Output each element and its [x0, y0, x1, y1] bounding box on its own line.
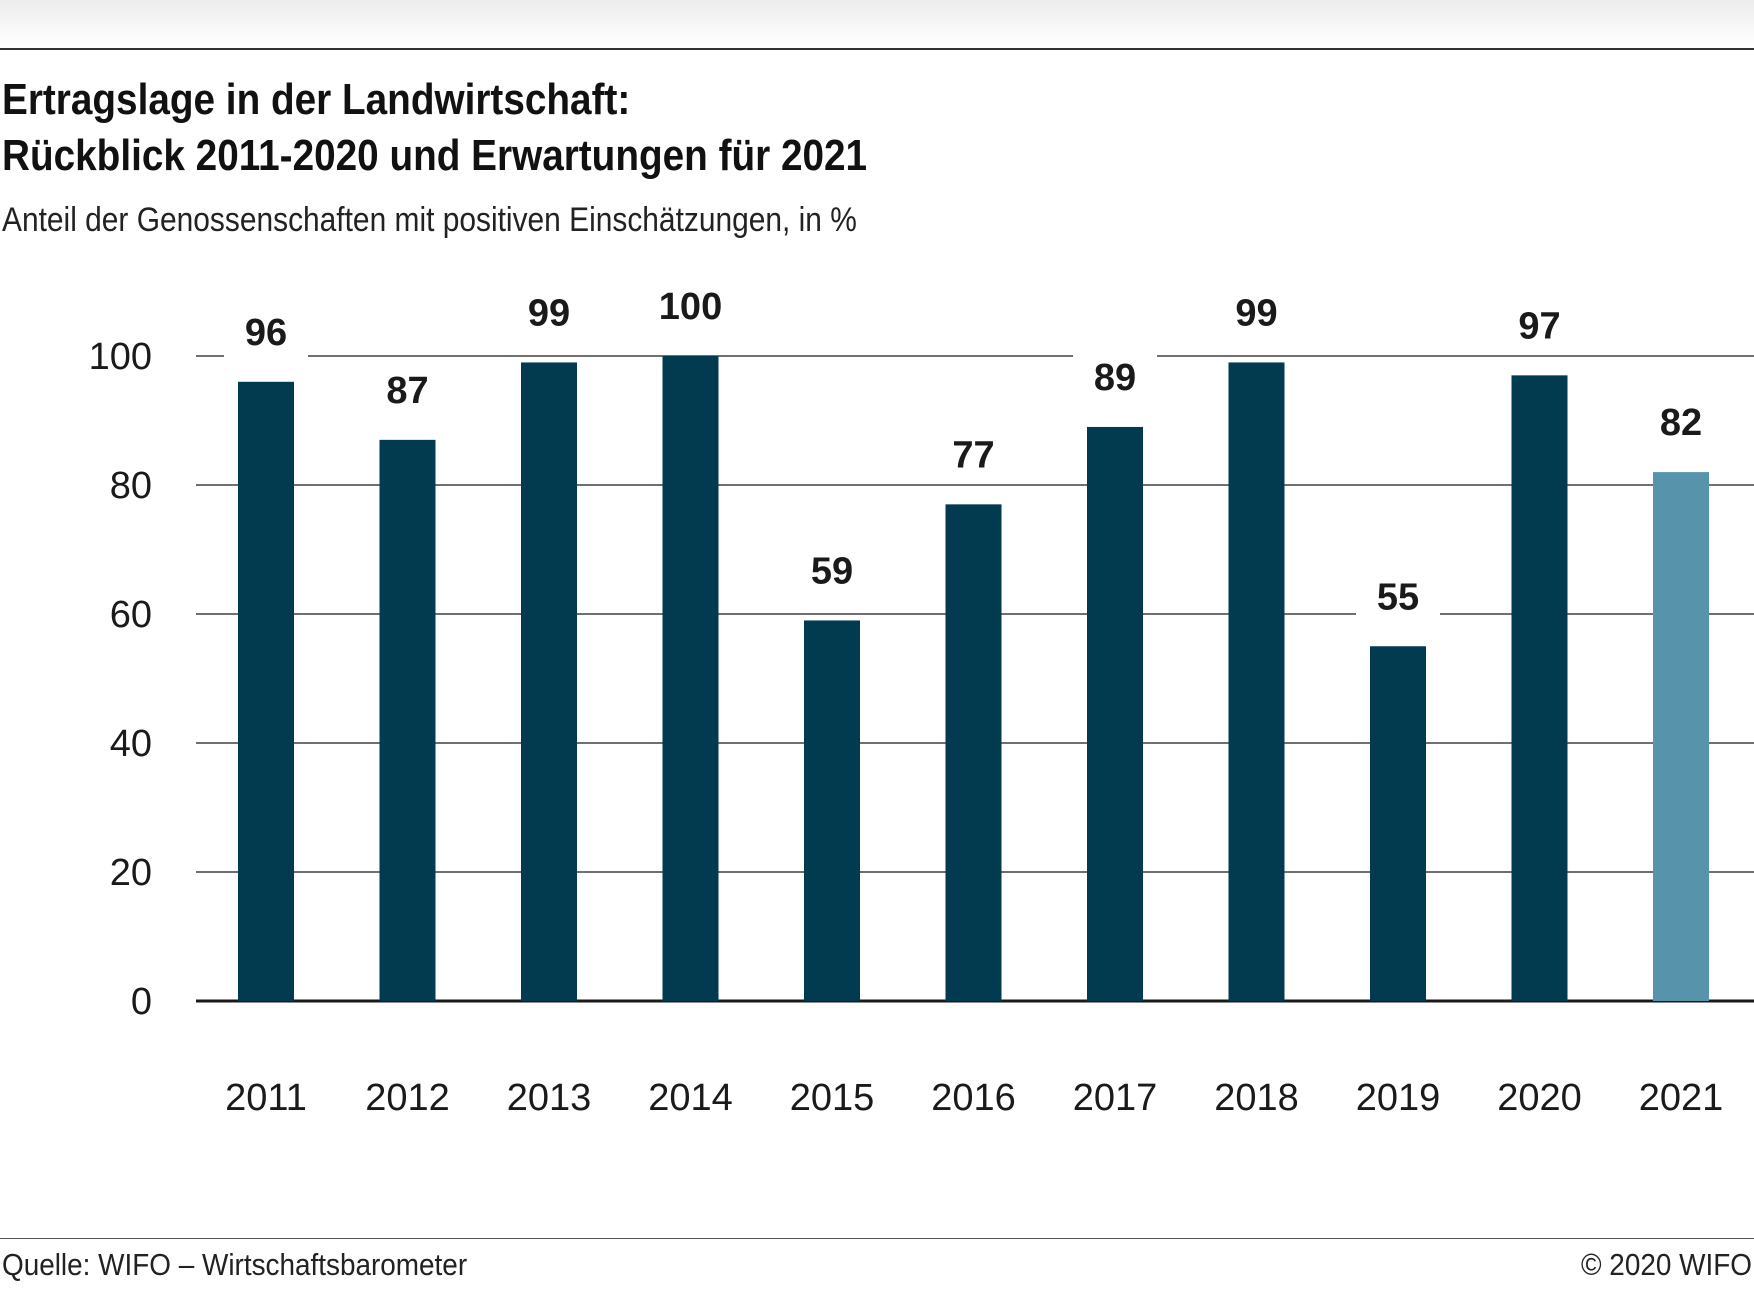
x-tick-label-2014: 2014 [648, 1077, 733, 1119]
bar-2020 [1511, 375, 1568, 1002]
bar-2018 [1228, 362, 1285, 1001]
top-rule [0, 48, 1754, 50]
x-tick-label-2015: 2015 [790, 1077, 875, 1119]
bar-2019 [1370, 646, 1426, 1001]
data-label-2020: 97 [1518, 305, 1560, 347]
y-tick-label: 0 [131, 981, 152, 1023]
x-tick-label-2012: 2012 [365, 1077, 450, 1119]
y-tick-label: 40 [110, 723, 152, 765]
bar-2015 [804, 620, 860, 1001]
x-axis-ticks: 2011 2012 2013 2014 2015 2016 2017 2018 2019 2020… [225, 1077, 1723, 1119]
x-tick-label-2019: 2019 [1356, 1077, 1441, 1119]
data-label-backing [224, 302, 308, 359]
x-tick-label-2018: 2018 [1214, 1077, 1299, 1119]
bar-2014 [662, 356, 719, 1001]
data-label-backing [637, 277, 744, 333]
x-tick-label-2017: 2017 [1073, 1077, 1158, 1119]
data-label-2013: 99 [528, 292, 570, 334]
x-tick-label-2016: 2016 [931, 1077, 1016, 1119]
y-tick-label: 100 [89, 336, 152, 378]
y-tick-label: 80 [110, 465, 152, 507]
bar-2021 [1653, 472, 1709, 1002]
bar-2017 [1087, 426, 1143, 1001]
chart-title-line1: Ertragslage in der Landwirtschaft: [2, 75, 631, 124]
source-note: Quelle: WIFO – Wirtschaftsbarometer [2, 1247, 468, 1282]
bar-2016 [945, 504, 1002, 1001]
data-label-backing [1639, 393, 1723, 450]
data-label-2014: 100 [659, 286, 722, 328]
y-tick-label: 20 [110, 852, 152, 894]
data-label-2018: 99 [1235, 292, 1277, 334]
bottom-rule [0, 1238, 1754, 1239]
data-label-backing [1073, 347, 1157, 404]
data-label-backing [1356, 567, 1440, 624]
x-tick-label-2013: 2013 [507, 1077, 592, 1119]
data-label-backing [931, 425, 1016, 482]
data-label-2011: 96 [245, 312, 287, 354]
chart-title-line2: Rückblick 2011-2020 und Erwartungen für … [2, 131, 868, 180]
data-label-backing [790, 541, 874, 598]
data-label-backing [507, 283, 591, 340]
top-shade [0, 0, 1754, 46]
bar-2012 [379, 439, 436, 1002]
data-label-backing [1497, 296, 1582, 353]
bar-chart: 96 87 99 100 59 77 89 99 55 97 82 0 20 40 60 80 100 201… [88, 277, 1754, 1119]
data-label-backing [365, 360, 450, 417]
bars [238, 356, 1709, 1002]
data-label-2017: 89 [1094, 357, 1136, 399]
y-axis-ticks: 0 20 40 60 80 100 [89, 336, 152, 1023]
data-label-backing [1214, 283, 1299, 340]
x-tick-label-2021: 2021 [1639, 1077, 1724, 1119]
data-labels: 96 87 99 100 59 77 89 99 55 97 82 [224, 277, 1723, 624]
data-label-2015: 59 [811, 550, 853, 592]
data-label-2019: 55 [1377, 576, 1419, 618]
bar-2013 [521, 362, 577, 1001]
copyright-note: © 2020 WIFO [1581, 1247, 1752, 1282]
y-tick-label: 60 [110, 594, 152, 636]
data-label-2012: 87 [386, 370, 428, 412]
chart-title: Ertragslage in der Landwirtschaft: Rückb… [2, 72, 867, 184]
data-label-2021: 82 [1660, 402, 1702, 444]
x-tick-label-2011: 2011 [225, 1077, 307, 1119]
data-label-2016: 77 [952, 434, 994, 476]
x-tick-label-2020: 2020 [1497, 1077, 1582, 1119]
chart-subtitle: Anteil der Genossenschaften mit positive… [2, 201, 857, 239]
bar-2011 [238, 381, 294, 1001]
